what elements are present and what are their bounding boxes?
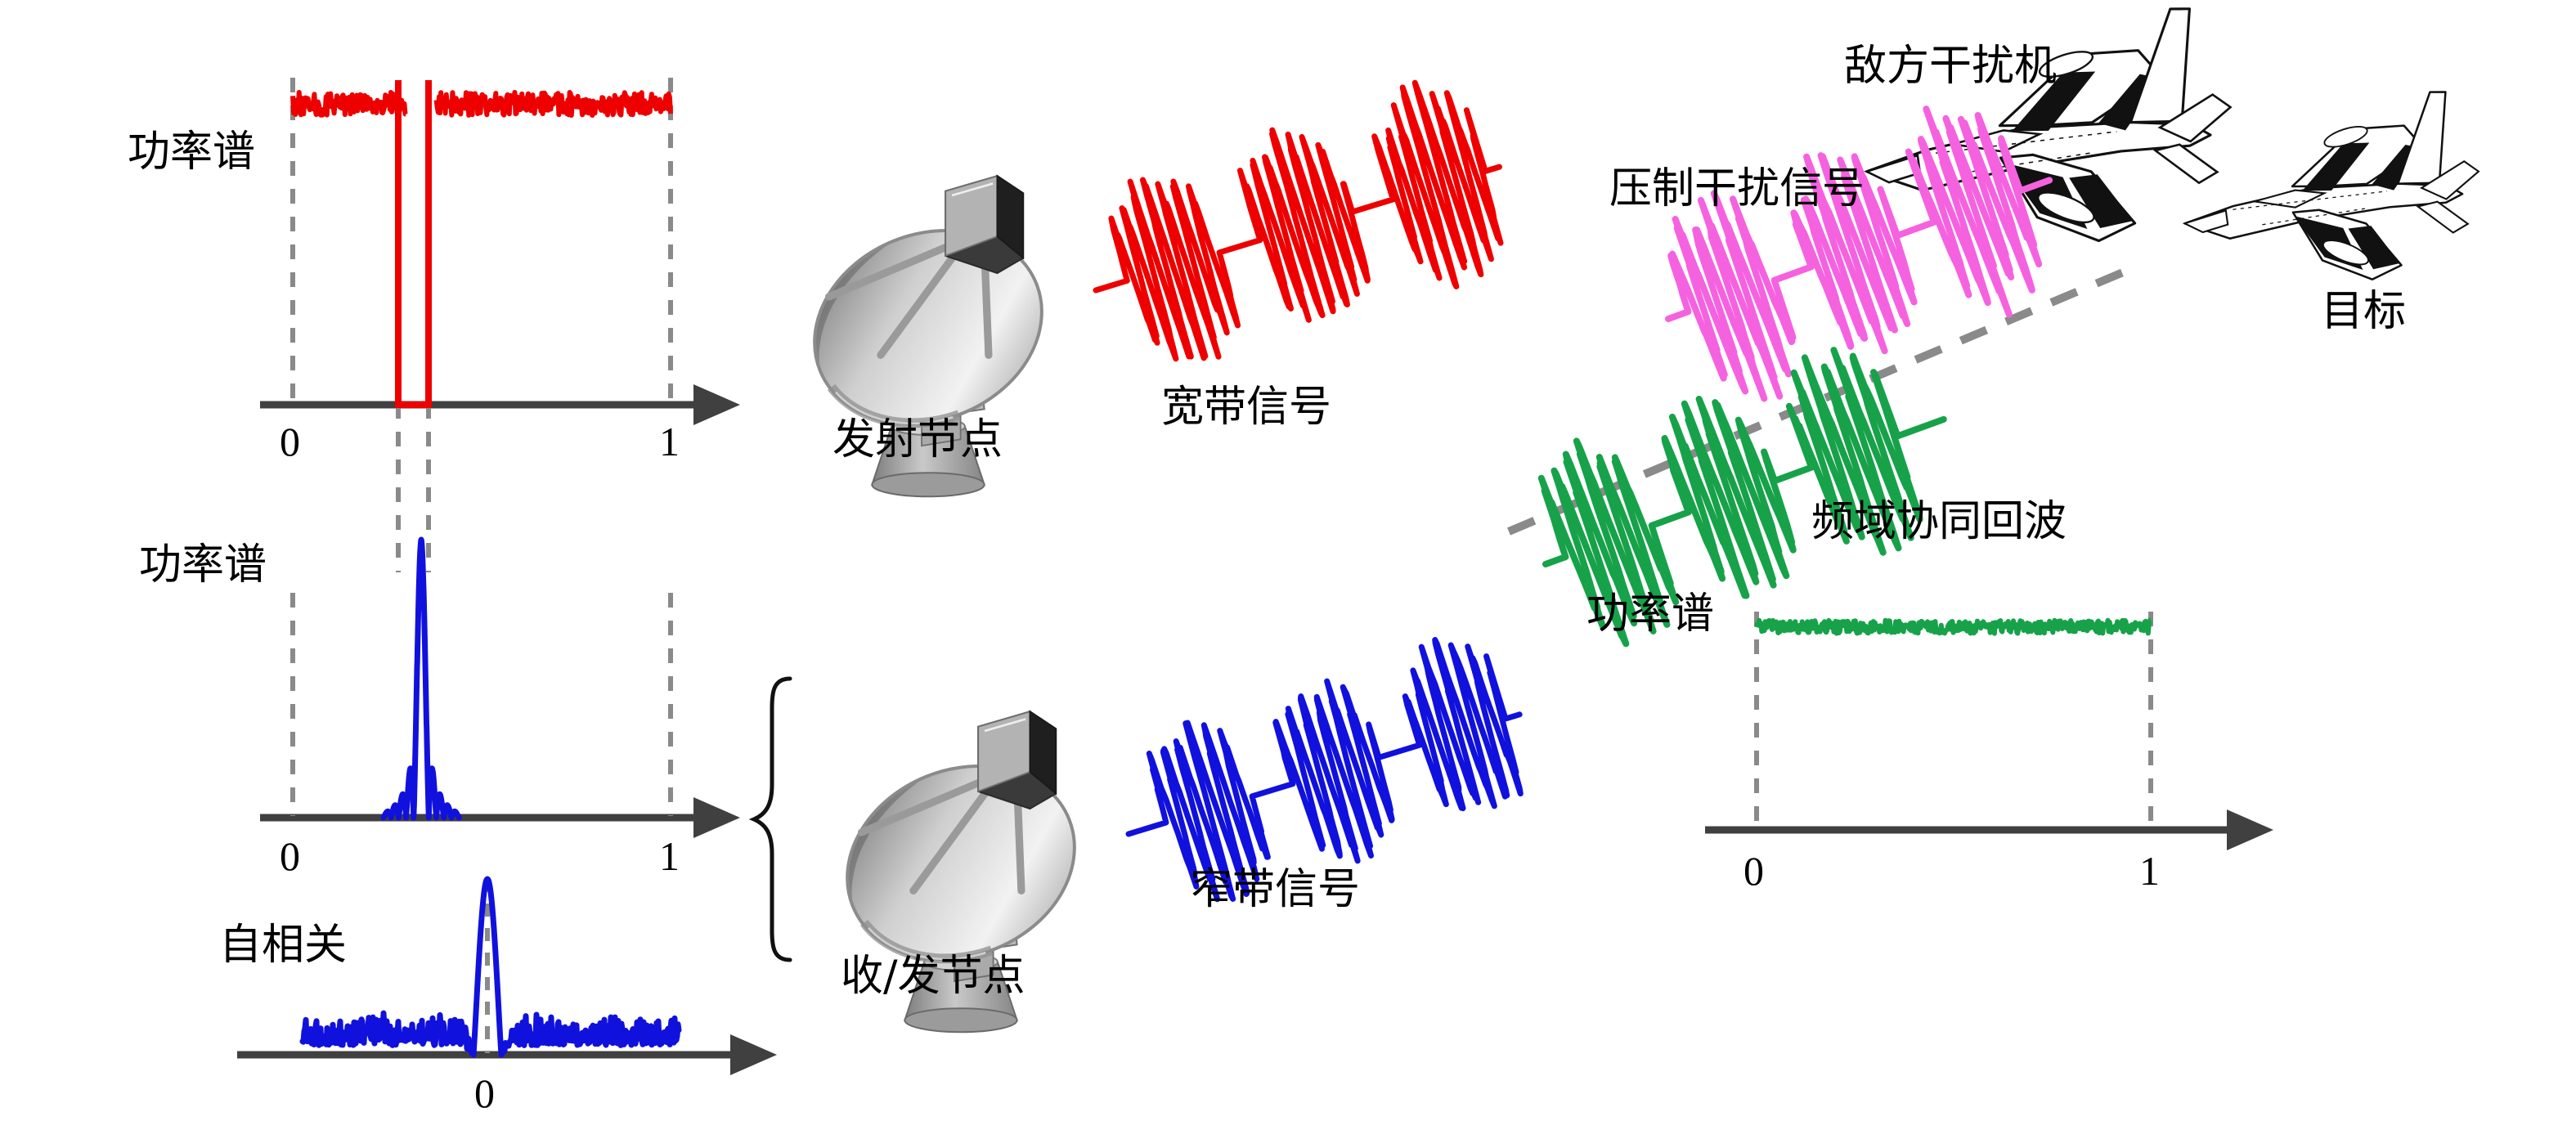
plot-narrowband-xtick-1: 1 (659, 833, 680, 879)
fighter-jet-icon-jammer (1860, 0, 2242, 255)
signal-jamming-waveform (1665, 105, 2053, 402)
echo-spectrum-trace (1754, 617, 2152, 636)
plot-narrowband-label: 功率谱 (139, 540, 267, 590)
signal-narrowband-label: 窄带信号 (1190, 865, 1361, 914)
x-axis-arrow (693, 797, 740, 838)
x-axis-arrow (693, 384, 740, 425)
signal-echo-waveform (1537, 347, 1947, 648)
signal-narrowband-waveform (1125, 637, 1524, 903)
plot-wideband-xtick-1: 1 (659, 419, 680, 464)
plot-echo-spectrum (1705, 612, 2273, 850)
plot-narrowband-xtick-0: 0 (280, 833, 300, 879)
wideband-trace-right (433, 90, 673, 118)
plot-wideband-xtick-0: 0 (280, 419, 300, 464)
x-axis-arrow (2227, 809, 2273, 850)
signal-wideband-waveform (1093, 79, 1504, 362)
wideband-trace-left (290, 90, 408, 118)
plot-autocorrelation (237, 876, 777, 1075)
plot-narrowband-spectrum (260, 536, 740, 838)
signal-wideband-label: 宽带信号 (1161, 383, 1332, 432)
node-transceive-label: 收/发节点 (841, 952, 1025, 1001)
autocorrelation-trace (299, 876, 682, 1058)
target-label: 目标 (2321, 287, 2407, 336)
fighter-jet-icon-target (2179, 65, 2488, 291)
plot-echo-spectrum-label: 功率谱 (1586, 590, 1715, 639)
curly-brace-icon (748, 676, 792, 962)
plot-autocorrelation-xtick-0: 0 (474, 1070, 495, 1116)
wideband-notch-walls (395, 80, 432, 408)
plot-wideband-spectrum (260, 78, 740, 572)
plot-wideband-label: 功率谱 (128, 128, 256, 177)
narrowband-sinc-trace (380, 536, 462, 821)
plot-echo-xtick-0: 0 (1744, 848, 1764, 894)
plot-autocorrelation-label: 自相关 (219, 921, 348, 970)
plot-echo-xtick-1: 1 (2139, 848, 2160, 894)
signal-jamming-label: 压制干扰信号 (1609, 164, 1865, 213)
node-transmit-label: 发射节点 (832, 415, 1003, 464)
jammer-label: 敌方干扰机 (1844, 42, 2058, 91)
x-axis-arrow (730, 1034, 777, 1075)
signal-echo-label: 频域协同回波 (1811, 497, 2067, 546)
